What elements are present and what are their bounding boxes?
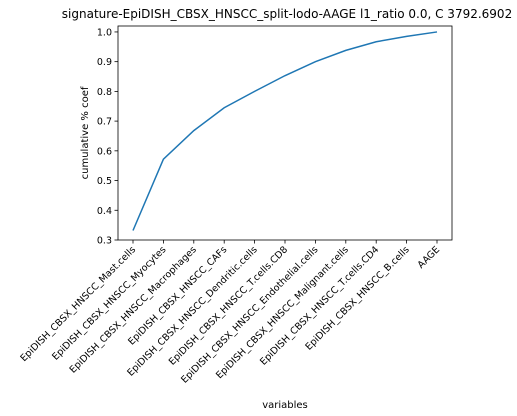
y-axis: 0.3 0.4 0.5 0.6 0.7 0.8 0.9 1.0 <box>97 27 118 247</box>
y-tick-label: 0.6 <box>97 146 112 157</box>
x-tick-label: EpiDISH_CBSX_HNSCC_Mast.cells <box>18 244 138 364</box>
series-line <box>132 31 438 231</box>
chart-title: signature-EpiDISH_CBSX_HNSCC_split-lodo-… <box>62 7 512 21</box>
y-axis-label: cumulative % coef <box>80 86 91 179</box>
x-axis: EpiDISH_CBSX_HNSCC_Mast.cellsEpiDISH_CBS… <box>18 240 442 386</box>
y-tick-label: 0.3 <box>97 236 112 247</box>
y-tick-label: 0.7 <box>97 117 112 128</box>
y-tick-label: 0.9 <box>97 57 112 68</box>
y-tick-label: 0.4 <box>97 206 112 217</box>
y-tick-label: 0.8 <box>97 87 112 98</box>
plot-area <box>117 25 453 241</box>
x-axis-label: variables <box>262 400 308 411</box>
y-tick-label: 0.5 <box>97 176 112 187</box>
y-tick-label: 1.0 <box>97 27 112 38</box>
x-tick-label: AAGE <box>416 244 442 270</box>
